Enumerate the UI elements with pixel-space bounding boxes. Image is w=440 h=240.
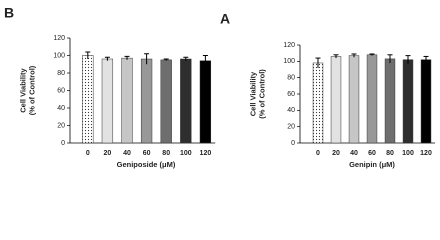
x-tick-label: 80 bbox=[386, 150, 394, 157]
x-tick-label: 120 bbox=[200, 150, 212, 157]
x-tick-label: 60 bbox=[368, 150, 376, 157]
panel-label: B bbox=[4, 5, 14, 21]
bar bbox=[420, 59, 432, 144]
panel-label: A bbox=[220, 11, 230, 27]
x-tick-label: 20 bbox=[104, 150, 112, 157]
y-axis-label: (% of Control) bbox=[27, 65, 36, 115]
y-tick-label: 80 bbox=[287, 75, 295, 82]
y-tick-label: 0 bbox=[291, 140, 295, 147]
bar bbox=[384, 58, 396, 144]
y-axis-label: Cell Viability bbox=[248, 71, 257, 116]
bar bbox=[199, 60, 212, 144]
bar bbox=[101, 58, 114, 144]
y-tick-label: 20 bbox=[287, 124, 295, 131]
y-axis-label: (% of Control) bbox=[257, 69, 266, 119]
bar bbox=[312, 62, 324, 144]
y-tick-label: 40 bbox=[287, 107, 295, 114]
y-tick-label: 0 bbox=[61, 140, 65, 147]
y-tick-label: 40 bbox=[57, 105, 65, 112]
x-tick-label: 20 bbox=[332, 150, 340, 157]
x-tick-label: 100 bbox=[180, 150, 192, 157]
x-tick-label: 40 bbox=[350, 150, 358, 157]
bar bbox=[160, 59, 172, 144]
bar bbox=[140, 58, 153, 144]
x-tick-label: 100 bbox=[402, 150, 414, 157]
x-tick-label: 60 bbox=[143, 150, 151, 157]
y-tick-label: 100 bbox=[53, 52, 65, 59]
y-axis-label: Cell Viability bbox=[18, 67, 27, 112]
bar bbox=[366, 54, 378, 144]
y-tick-label: 80 bbox=[57, 70, 65, 77]
y-tick-label: 60 bbox=[287, 91, 295, 98]
x-tick-label: 0 bbox=[86, 150, 90, 157]
y-tick-label: 100 bbox=[283, 58, 295, 65]
bar bbox=[82, 55, 94, 144]
y-tick-label: 60 bbox=[57, 87, 65, 94]
bar bbox=[330, 56, 342, 144]
x-axis-label: Geniposide (μM) bbox=[117, 160, 176, 169]
bar bbox=[180, 58, 192, 144]
x-tick-label: 0 bbox=[316, 150, 320, 157]
x-tick-label: 80 bbox=[162, 150, 170, 157]
y-tick-label: 20 bbox=[57, 122, 65, 129]
x-axis-label: Genipin (μM) bbox=[349, 160, 395, 169]
bar bbox=[402, 59, 414, 144]
y-tick-label: 120 bbox=[283, 42, 295, 49]
bar bbox=[121, 57, 133, 144]
x-tick-label: 40 bbox=[123, 150, 131, 157]
y-tick-label: 120 bbox=[53, 35, 65, 42]
x-tick-label: 120 bbox=[420, 150, 432, 157]
bar bbox=[348, 55, 360, 144]
